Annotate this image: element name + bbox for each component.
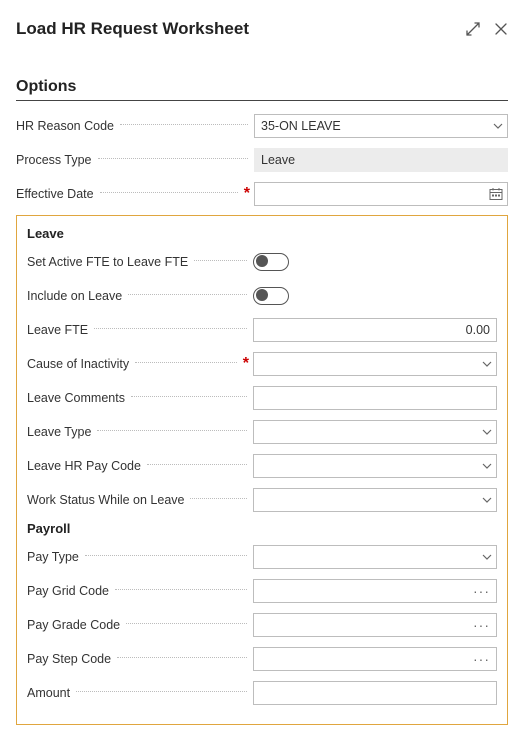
row-hr-reason-code: HR Reason Code 35-ON LEAVE — [16, 113, 508, 139]
leave-comments-input[interactable] — [253, 386, 497, 410]
work-status-select[interactable] — [253, 488, 497, 512]
row-leave-fte: Leave FTE 0.00 — [27, 317, 497, 343]
required-marker: * — [243, 358, 249, 370]
row-process-type: Process Type Leave — [16, 147, 508, 173]
row-effective-date: Effective Date * — [16, 181, 508, 207]
chevron-down-icon — [493, 120, 503, 132]
dialog-load-hr-request: Load HR Request Worksheet Options HR Rea… — [0, 0, 528, 745]
scroll-area[interactable]: Options HR Reason Code 35-ON LEAVE Proce… — [0, 60, 520, 745]
row-leave-type: Leave Type — [27, 419, 497, 445]
row-set-active-fte: Set Active FTE to Leave FTE — [27, 249, 497, 275]
process-type-field: Leave — [254, 148, 508, 172]
group-leave-title: Leave — [27, 226, 497, 241]
group-leave: Leave Set Active FTE to Leave FTE Includ… — [16, 215, 508, 725]
calendar-icon — [489, 188, 503, 201]
dialog-title: Load HR Request Worksheet — [16, 19, 456, 39]
chevron-down-icon — [482, 358, 492, 370]
row-pay-step-code: Pay Step Code ··· — [27, 646, 497, 672]
row-pay-grid-code: Pay Grid Code ··· — [27, 578, 497, 604]
row-leave-hr-pay-code: Leave HR Pay Code — [27, 453, 497, 479]
label-effective-date: Effective Date * — [16, 187, 254, 201]
hr-reason-code-select[interactable]: 35-ON LEAVE — [254, 114, 508, 138]
effective-date-input[interactable] — [254, 182, 508, 206]
include-on-leave-toggle[interactable] — [253, 287, 289, 305]
ellipsis-icon: ··· — [473, 583, 490, 599]
pay-type-select[interactable] — [253, 545, 497, 569]
leave-type-select[interactable] — [253, 420, 497, 444]
row-amount: Amount — [27, 680, 497, 706]
ellipsis-icon: ··· — [473, 617, 490, 633]
cause-inactivity-select[interactable] — [253, 352, 497, 376]
expand-icon[interactable] — [462, 18, 484, 40]
row-work-status: Work Status While on Leave — [27, 487, 497, 513]
section-options-title: Options — [16, 78, 508, 101]
close-icon[interactable] — [490, 18, 512, 40]
label-process-type: Process Type — [16, 153, 254, 167]
pay-grade-code-lookup[interactable]: ··· — [253, 613, 497, 637]
required-marker: * — [244, 188, 250, 200]
row-cause-inactivity: Cause of Inactivity * — [27, 351, 497, 377]
set-active-fte-toggle[interactable] — [253, 253, 289, 271]
amount-input[interactable] — [253, 681, 497, 705]
chevron-down-icon — [482, 494, 492, 506]
row-pay-type: Pay Type — [27, 544, 497, 570]
ellipsis-icon: ··· — [473, 651, 490, 667]
pay-step-code-lookup[interactable]: ··· — [253, 647, 497, 671]
label-hr-reason-code: HR Reason Code — [16, 119, 254, 133]
pay-grid-code-lookup[interactable]: ··· — [253, 579, 497, 603]
row-pay-grade-code: Pay Grade Code ··· — [27, 612, 497, 638]
group-payroll-title: Payroll — [27, 521, 497, 536]
leave-fte-input[interactable]: 0.00 — [253, 318, 497, 342]
leave-hr-pay-code-select[interactable] — [253, 454, 497, 478]
row-include-on-leave: Include on Leave — [27, 283, 497, 309]
titlebar: Load HR Request Worksheet — [0, 0, 528, 44]
chevron-down-icon — [482, 460, 492, 472]
chevron-down-icon — [482, 426, 492, 438]
chevron-down-icon — [482, 551, 492, 563]
row-leave-comments: Leave Comments — [27, 385, 497, 411]
